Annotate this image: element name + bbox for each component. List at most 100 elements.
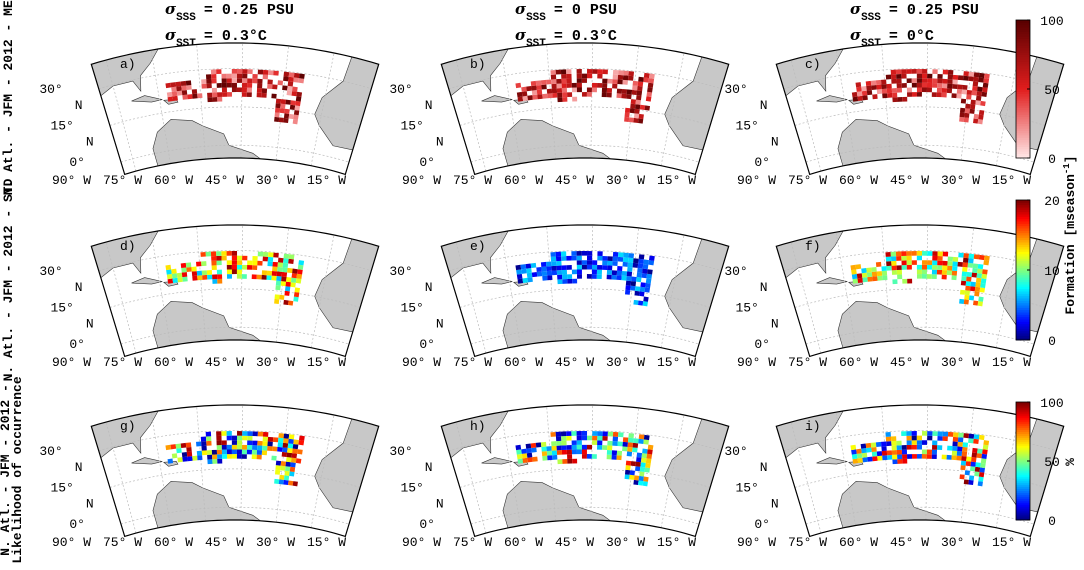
map-cell (176, 90, 183, 96)
colorbar-step (1016, 91, 1030, 95)
title-text: = 0.25 PSU (204, 2, 294, 19)
map-cell (937, 435, 943, 441)
map-cell (886, 88, 893, 94)
colorbar-step (1016, 425, 1030, 429)
map-cell (980, 278, 987, 284)
map-cell (561, 83, 567, 89)
map-cell (566, 435, 572, 441)
map-cell (207, 97, 213, 103)
map-cell (267, 446, 273, 451)
map-cell (633, 258, 639, 264)
map-cell (886, 441, 892, 447)
lon-label: 30° W (941, 535, 980, 550)
meridian (196, 226, 206, 342)
map-cell (535, 80, 542, 86)
map-cell (624, 107, 631, 113)
lon-label: 45° W (205, 535, 244, 550)
map-cell (643, 259, 649, 265)
map-cell (241, 444, 248, 450)
map-cell (211, 265, 217, 271)
map-cell (645, 462, 651, 469)
map-cell (966, 456, 972, 462)
title-text: = 0.25 PSU (889, 2, 979, 19)
map-cell (626, 451, 633, 457)
map-cell (971, 457, 977, 463)
lon-label: 45° W (555, 355, 594, 370)
map-cell (630, 99, 637, 105)
meridian (500, 412, 521, 526)
map-cell (971, 452, 978, 458)
colorbar-step (1016, 33, 1030, 37)
map-cell (640, 462, 646, 468)
colorbar-step (1016, 235, 1030, 238)
map-panel: g)30°N15°N0°90° W 75° W 60° W 45° W 30° W 15°… (39, 404, 380, 550)
map-cell (171, 273, 178, 279)
map-cell (890, 74, 897, 80)
map-cell (612, 261, 618, 267)
map-cell (576, 82, 582, 88)
map-cell (877, 455, 883, 461)
lat-label: 30° (39, 264, 62, 279)
lat-label: 15° (400, 480, 423, 495)
meridian (546, 406, 556, 522)
colorbar-step (1016, 300, 1030, 304)
map-cell (581, 444, 587, 450)
map-cell (282, 447, 288, 453)
map-cell (532, 456, 538, 462)
map-cell (551, 441, 557, 447)
map-cell (607, 256, 613, 262)
map-cell (530, 80, 537, 87)
map-cell (536, 89, 543, 95)
map-cell (866, 90, 873, 96)
colorbar-step (1016, 512, 1030, 515)
lat-label: 15° (50, 300, 73, 315)
map-cell (206, 450, 213, 455)
map-cell (937, 251, 943, 257)
map-cell (571, 440, 577, 446)
map-cell (550, 74, 557, 80)
map-cell (972, 447, 978, 454)
map-cell (226, 431, 232, 436)
map-cell (616, 275, 622, 281)
map-cell (916, 69, 923, 74)
map-cell (968, 295, 975, 301)
map-cell (852, 96, 859, 102)
map-cell (634, 466, 641, 472)
map-cell (186, 451, 193, 457)
map-cell (916, 87, 922, 93)
map-cell (241, 274, 247, 279)
map-cell (277, 257, 284, 263)
colorbar-step (1016, 61, 1030, 65)
map-cell (275, 103, 281, 109)
map-cell (216, 83, 222, 88)
map-cell (931, 449, 938, 455)
map-cell (165, 264, 172, 271)
map-cell (896, 269, 903, 275)
meridian (240, 405, 244, 521)
colorbar-step (1016, 326, 1030, 329)
map-cell (567, 274, 573, 280)
map-cell (602, 265, 608, 270)
map-cell (284, 108, 290, 114)
map-cell (982, 87, 988, 93)
panel-letter: g) (120, 419, 136, 434)
map-cell (246, 449, 253, 455)
map-cell (931, 274, 937, 279)
map-cell (968, 433, 975, 439)
map-cell (602, 255, 608, 261)
map-cell (890, 251, 897, 257)
map-cell (612, 83, 618, 89)
map-cell (267, 261, 273, 267)
map-cell (972, 267, 978, 274)
map-frame (90, 42, 380, 176)
map-cell (957, 75, 964, 81)
map-cell (973, 113, 979, 120)
meridian (310, 414, 335, 528)
map-cell (634, 108, 640, 114)
colorbar-step (1016, 223, 1030, 227)
map-cell (261, 450, 268, 456)
map-cell (586, 92, 592, 97)
map-cell (297, 269, 303, 275)
map-cell (643, 439, 649, 445)
map-cell (607, 431, 614, 437)
